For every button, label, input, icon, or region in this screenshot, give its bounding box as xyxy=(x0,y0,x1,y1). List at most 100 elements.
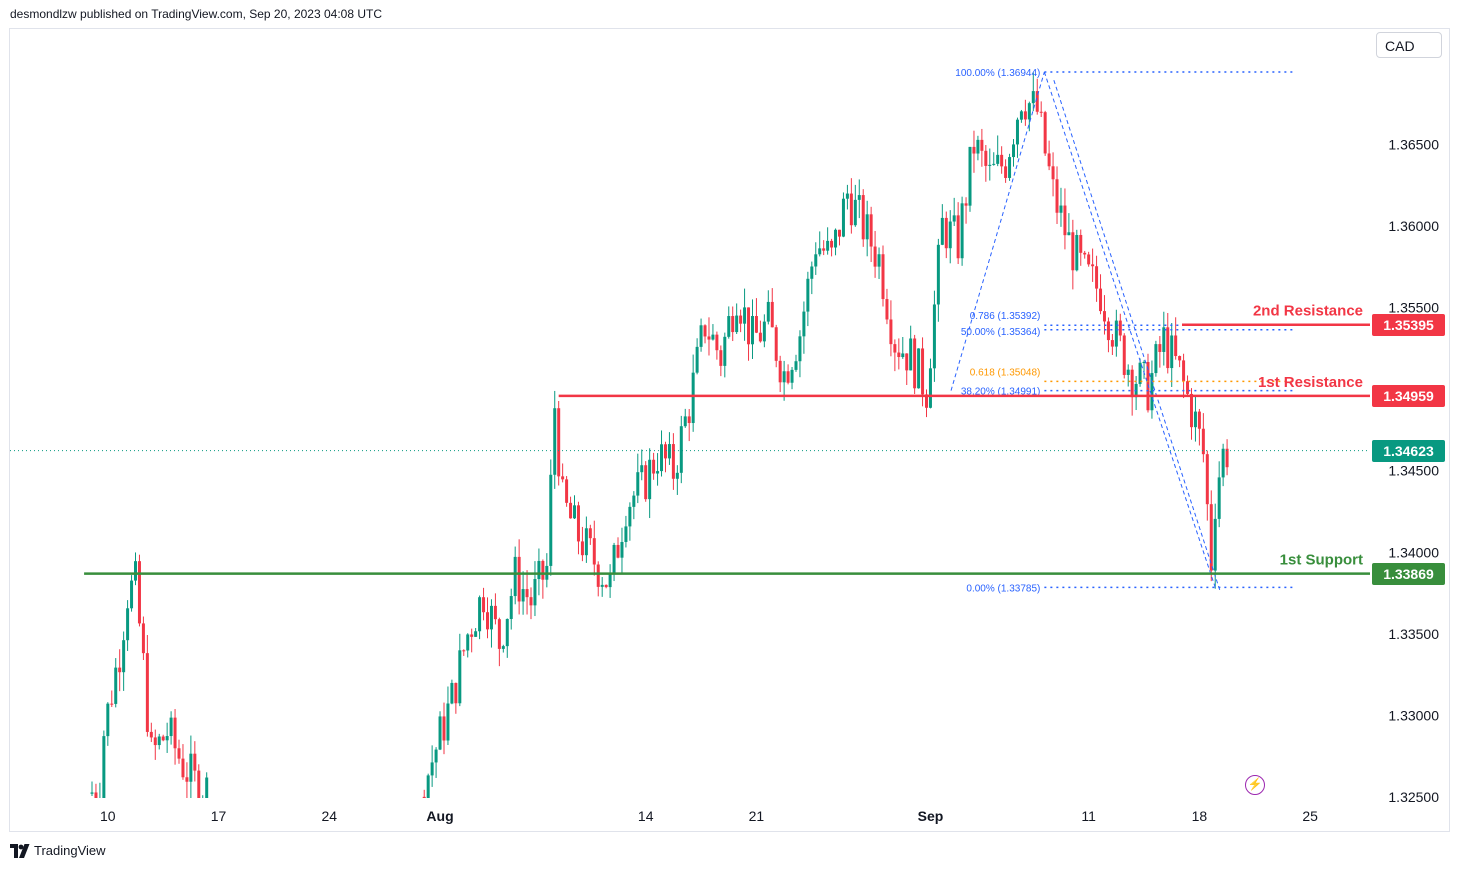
candle-body xyxy=(980,139,984,151)
tradingview-logo-icon xyxy=(10,843,30,858)
candle-body xyxy=(517,556,521,602)
fib-level-label: 50.00% (1.35364) xyxy=(961,327,1041,338)
candle-body xyxy=(557,408,561,477)
candle-body xyxy=(1023,111,1027,120)
candle-body xyxy=(1055,179,1059,213)
candle-body xyxy=(869,214,873,247)
candle-body xyxy=(723,336,727,366)
candle-body xyxy=(889,319,893,345)
candle-body xyxy=(122,640,126,673)
candle-body xyxy=(201,803,204,812)
candle-body xyxy=(798,336,802,362)
candle-body xyxy=(1059,205,1063,213)
candle-body xyxy=(628,506,632,527)
candle-body xyxy=(687,416,691,424)
candle-body xyxy=(743,307,747,324)
candle-body xyxy=(1170,335,1174,369)
candle-body xyxy=(1186,381,1190,394)
level-price-tag: 1.35395 xyxy=(1372,313,1445,336)
candle-body xyxy=(988,164,992,166)
chart-frame xyxy=(9,28,1450,832)
candle-body xyxy=(901,353,905,358)
candle-body xyxy=(541,560,545,580)
x-tick-label: 21 xyxy=(749,808,765,824)
candle-body xyxy=(861,195,865,240)
candle-body xyxy=(691,372,695,424)
currency-selector[interactable]: CAD xyxy=(1376,32,1442,58)
candle-body xyxy=(161,736,165,741)
candle-body xyxy=(885,299,889,320)
candle-body xyxy=(1193,411,1197,428)
candle-body xyxy=(1019,111,1023,120)
candle-body xyxy=(1079,234,1083,253)
candle-body xyxy=(529,597,533,606)
x-tick-label: 17 xyxy=(211,808,227,824)
candle-body xyxy=(944,217,948,249)
candle-body xyxy=(770,301,774,328)
candle-body xyxy=(830,240,834,248)
y-tick-label: 1.35500 xyxy=(1388,300,1439,316)
candle-body xyxy=(430,762,434,776)
candle-body xyxy=(1039,111,1043,113)
candle-body xyxy=(561,476,565,480)
candle-body xyxy=(778,360,782,383)
candle-body xyxy=(1162,327,1166,352)
candle-body xyxy=(699,325,703,347)
candle-body xyxy=(1067,232,1071,236)
candle-body xyxy=(497,619,501,649)
candle-body xyxy=(913,338,917,389)
y-tick-label: 1.36500 xyxy=(1388,136,1439,152)
candle-body xyxy=(90,792,94,794)
candle-body xyxy=(849,193,853,226)
candle-body xyxy=(145,653,149,732)
candle-body xyxy=(1083,252,1087,255)
lightning-icon[interactable]: ⚡ xyxy=(1245,775,1265,795)
candle-body xyxy=(928,368,932,408)
x-tick-label: 24 xyxy=(322,808,338,824)
candle-body xyxy=(1174,335,1178,357)
candle-body xyxy=(976,139,980,154)
y-tick-label: 1.33000 xyxy=(1388,707,1439,723)
candle-body xyxy=(747,307,751,345)
x-tick-label: 10 xyxy=(100,808,116,824)
fib-level-label: 0.786 (1.35392) xyxy=(970,311,1041,322)
candle-body xyxy=(695,346,699,373)
candle-body xyxy=(1015,119,1019,145)
candle-body xyxy=(478,597,482,632)
candle-body xyxy=(173,717,177,749)
candle-body xyxy=(660,444,664,472)
candle-body xyxy=(620,541,624,558)
candle-body xyxy=(881,254,885,300)
candle-body xyxy=(1004,166,1008,178)
candle-body xyxy=(446,703,450,741)
candle-body xyxy=(790,369,794,383)
candle-body xyxy=(925,394,929,408)
candle-body xyxy=(853,199,857,226)
candle-body xyxy=(553,408,557,475)
candle-body xyxy=(754,316,758,333)
candle-body xyxy=(454,682,458,704)
candle-body xyxy=(1027,103,1031,120)
candle-body xyxy=(1091,264,1095,267)
x-tick-label: Aug xyxy=(426,808,453,824)
candle-body xyxy=(1118,320,1122,336)
candle-body xyxy=(671,444,675,479)
candle-body xyxy=(450,682,454,704)
candle-body xyxy=(157,736,161,746)
fib-trend-line xyxy=(950,71,1045,391)
publisher-line: desmondlzw published on TradingView.com,… xyxy=(10,7,383,21)
candle-body xyxy=(932,304,936,369)
footer-brand[interactable]: TradingView xyxy=(10,843,106,858)
candle-body xyxy=(877,254,881,267)
candle-body xyxy=(663,444,667,459)
candle-body xyxy=(1008,157,1012,178)
candle-body xyxy=(735,315,739,333)
candle-body xyxy=(782,371,786,383)
candle-body xyxy=(656,471,660,474)
candle-body xyxy=(134,561,138,581)
candle-body xyxy=(537,560,541,580)
candle-body xyxy=(600,584,604,587)
candle-body xyxy=(857,195,861,200)
candle-body xyxy=(1095,266,1099,289)
